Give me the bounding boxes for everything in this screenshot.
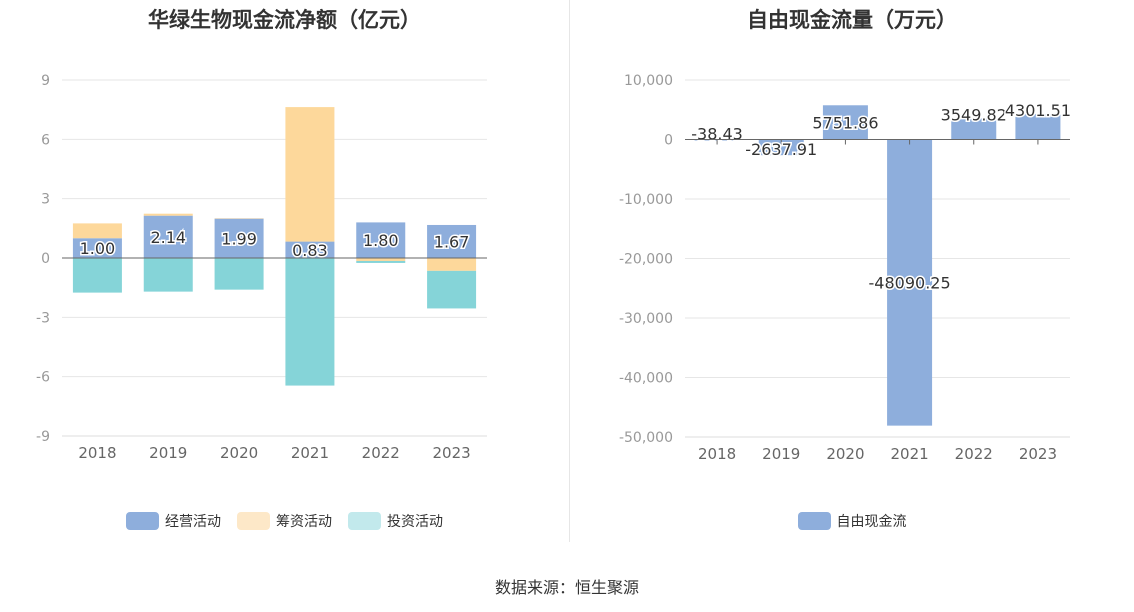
y-tick-label: 9 (41, 73, 50, 89)
bar-operating (356, 222, 406, 258)
x-tick-label: 2023 (432, 444, 470, 462)
data-source: 数据来源：恒生聚源 (494, 578, 639, 597)
bar-investing (356, 260, 406, 263)
legend-item-free-cash-flow[interactable]: 自由现金流 (797, 511, 907, 531)
y-tick-label: 10,000 (624, 73, 673, 89)
y-tick-label: 0 (41, 251, 50, 267)
data-label: 3549.82 (941, 105, 1007, 124)
bar-free-cash-flow (822, 105, 868, 140)
cash-flow-net-panel: 华绿生物现金流净额（亿元） 9 6 3 0 -3 -6 -9 1.00 2018 2.14 2019… (0, 0, 569, 545)
bar-financing (427, 258, 477, 271)
x-tick-label: 2020 (220, 444, 258, 462)
legend-label-operating: 经营活动 (165, 514, 221, 530)
bar-free-cash-flow (887, 139, 933, 426)
bar-financing (72, 223, 122, 239)
legend-label-financing: 筹资活动 (276, 514, 332, 530)
data-label: -38.43 (691, 125, 743, 144)
x-tick-label: 2019 (149, 444, 187, 462)
x-tick-label: 2020 (826, 445, 864, 463)
bar-operating (427, 224, 477, 258)
data-label: 1.99 (221, 229, 257, 248)
bar-operating (214, 218, 264, 258)
bar-operating (285, 241, 335, 258)
y-tick-label: -30,000 (619, 311, 673, 327)
panel-divider (569, 0, 570, 542)
legend-label-free-cash-flow: 自由现金流 (836, 514, 907, 530)
data-label: 4301.51 (1005, 101, 1071, 120)
x-tick-label: 2022 (362, 444, 400, 462)
bar-financing (285, 107, 335, 242)
y-tick-label: 6 (41, 132, 50, 148)
data-label: -48090.25 (869, 274, 951, 293)
x-tick-label: 2019 (762, 445, 800, 463)
bar-investing (427, 270, 477, 309)
y-tick-label: -20,000 (619, 252, 673, 268)
data-label: 1.67 (434, 232, 470, 251)
free-cash-flow-chart: 10,000 0 -10,000 -20,000 -30,000 -40,000 -50,0… (619, 73, 1073, 463)
bar-operating (143, 215, 193, 258)
legend-item-financing[interactable]: 筹资活动 (237, 511, 332, 531)
y-tick-label: -6 (36, 370, 50, 386)
bar-investing (143, 258, 193, 292)
legend-swatch-operating (126, 512, 159, 530)
data-label: 2.14 (150, 228, 186, 247)
y-tick-label: -50,000 (619, 430, 673, 446)
legend-label-investing: 投资活动 (387, 514, 443, 530)
left-legend: 经营活动 筹资活动 投资活动 (0, 511, 569, 531)
legend-swatch-financing (237, 512, 270, 530)
bar-operating (72, 238, 122, 258)
data-label: 5751.86 (812, 113, 878, 132)
x-tick-label: 2023 (1019, 445, 1057, 463)
legend-swatch-free-cash-flow (797, 512, 831, 530)
x-tick-label: 2022 (955, 445, 993, 463)
y-tick-label: -3 (36, 310, 50, 326)
free-cash-flow-panel: 自由现金流量（万元） 10,000 0 -10,000 -20,000 -30,000 -… (570, 0, 1134, 545)
legend-item-operating[interactable]: 经营活动 (126, 511, 221, 531)
y-tick-label: -40,000 (619, 371, 673, 387)
data-label: -2637.91 (745, 140, 817, 159)
y-tick-label: 0 (664, 133, 673, 149)
bar-investing (214, 258, 264, 290)
y-tick-label: -10,000 (619, 192, 673, 208)
x-tick-label: 2021 (890, 445, 928, 463)
cash-flow-net-chart: 9 6 3 0 -3 -6 -9 1.00 2018 2.14 2019 1.99 2020 0.83 20… (36, 73, 487, 462)
bar-investing (72, 258, 122, 293)
x-tick-label: 2018 (698, 445, 736, 463)
bar-financing (356, 258, 406, 261)
bar-financing (143, 213, 193, 216)
legend-item-investing[interactable]: 投资活动 (348, 511, 443, 531)
data-label: 1.00 (80, 239, 116, 258)
bar-free-cash-flow (951, 118, 997, 140)
x-tick-label: 2018 (78, 444, 116, 462)
legend-swatch-investing (348, 512, 381, 530)
bar-free-cash-flow (1015, 113, 1061, 140)
y-tick-label: -9 (36, 429, 50, 445)
data-label: 1.80 (363, 231, 399, 250)
y-tick-label: 3 (41, 192, 50, 208)
left-chart-title: 华绿生物现金流净额（亿元） (148, 8, 421, 32)
data-label: 0.83 (292, 241, 328, 260)
right-chart-title: 自由现金流量（万元） (747, 8, 957, 32)
x-tick-label: 2021 (291, 444, 329, 462)
bar-investing (285, 258, 335, 386)
right-legend: 自由现金流 (570, 511, 1134, 531)
bar-free-cash-flow (758, 139, 804, 156)
